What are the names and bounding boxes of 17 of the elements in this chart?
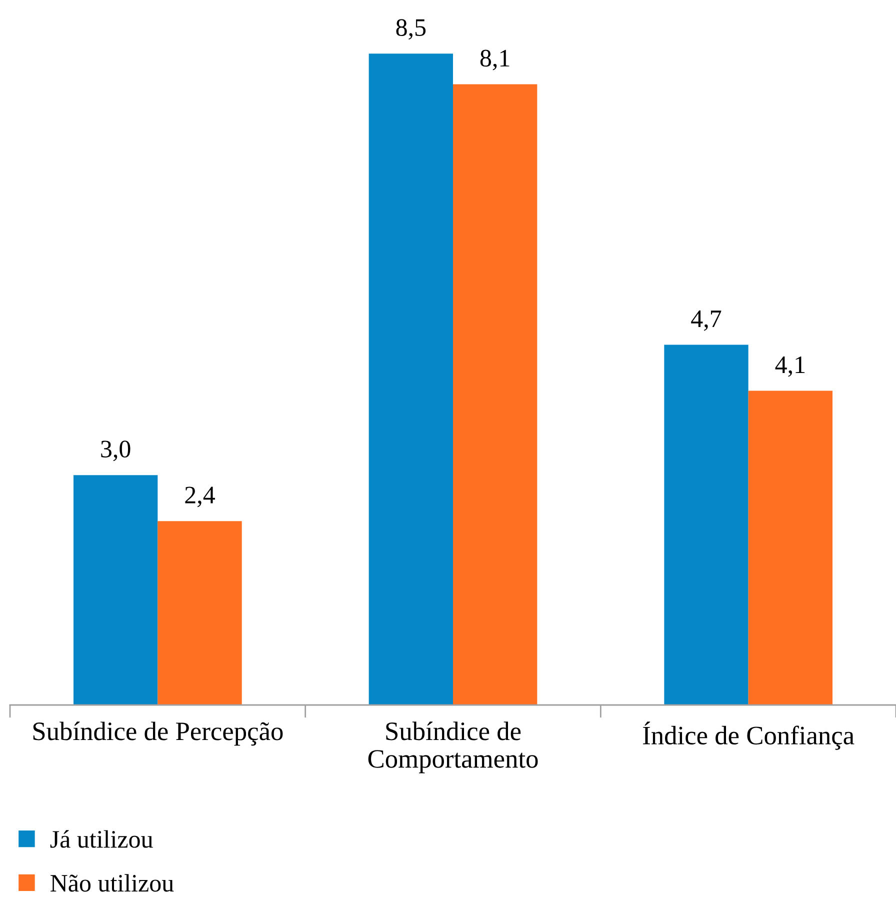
x-tick-label: Subíndice de Percepção: [33, 722, 283, 746]
legend-label: Não utilizou: [50, 874, 174, 892]
data-label: 2,4: [185, 486, 215, 508]
data-label: 8,5: [396, 19, 426, 40]
bar: [73, 475, 158, 705]
bar: [368, 54, 453, 705]
data-label: 4,1: [775, 356, 805, 377]
data-label: 3,0: [101, 440, 130, 462]
bar: [664, 344, 748, 705]
x-tick-label: Índice de Confiança: [643, 722, 854, 750]
legend-label: Já utilizou: [50, 830, 153, 848]
data-label: 8,1: [480, 50, 510, 70]
x-tick-label: Subíndice de Comportamento: [368, 722, 538, 774]
bar: [748, 390, 833, 705]
data-label: 4,7: [691, 310, 722, 331]
bar: [453, 84, 538, 705]
bar: [158, 521, 242, 705]
